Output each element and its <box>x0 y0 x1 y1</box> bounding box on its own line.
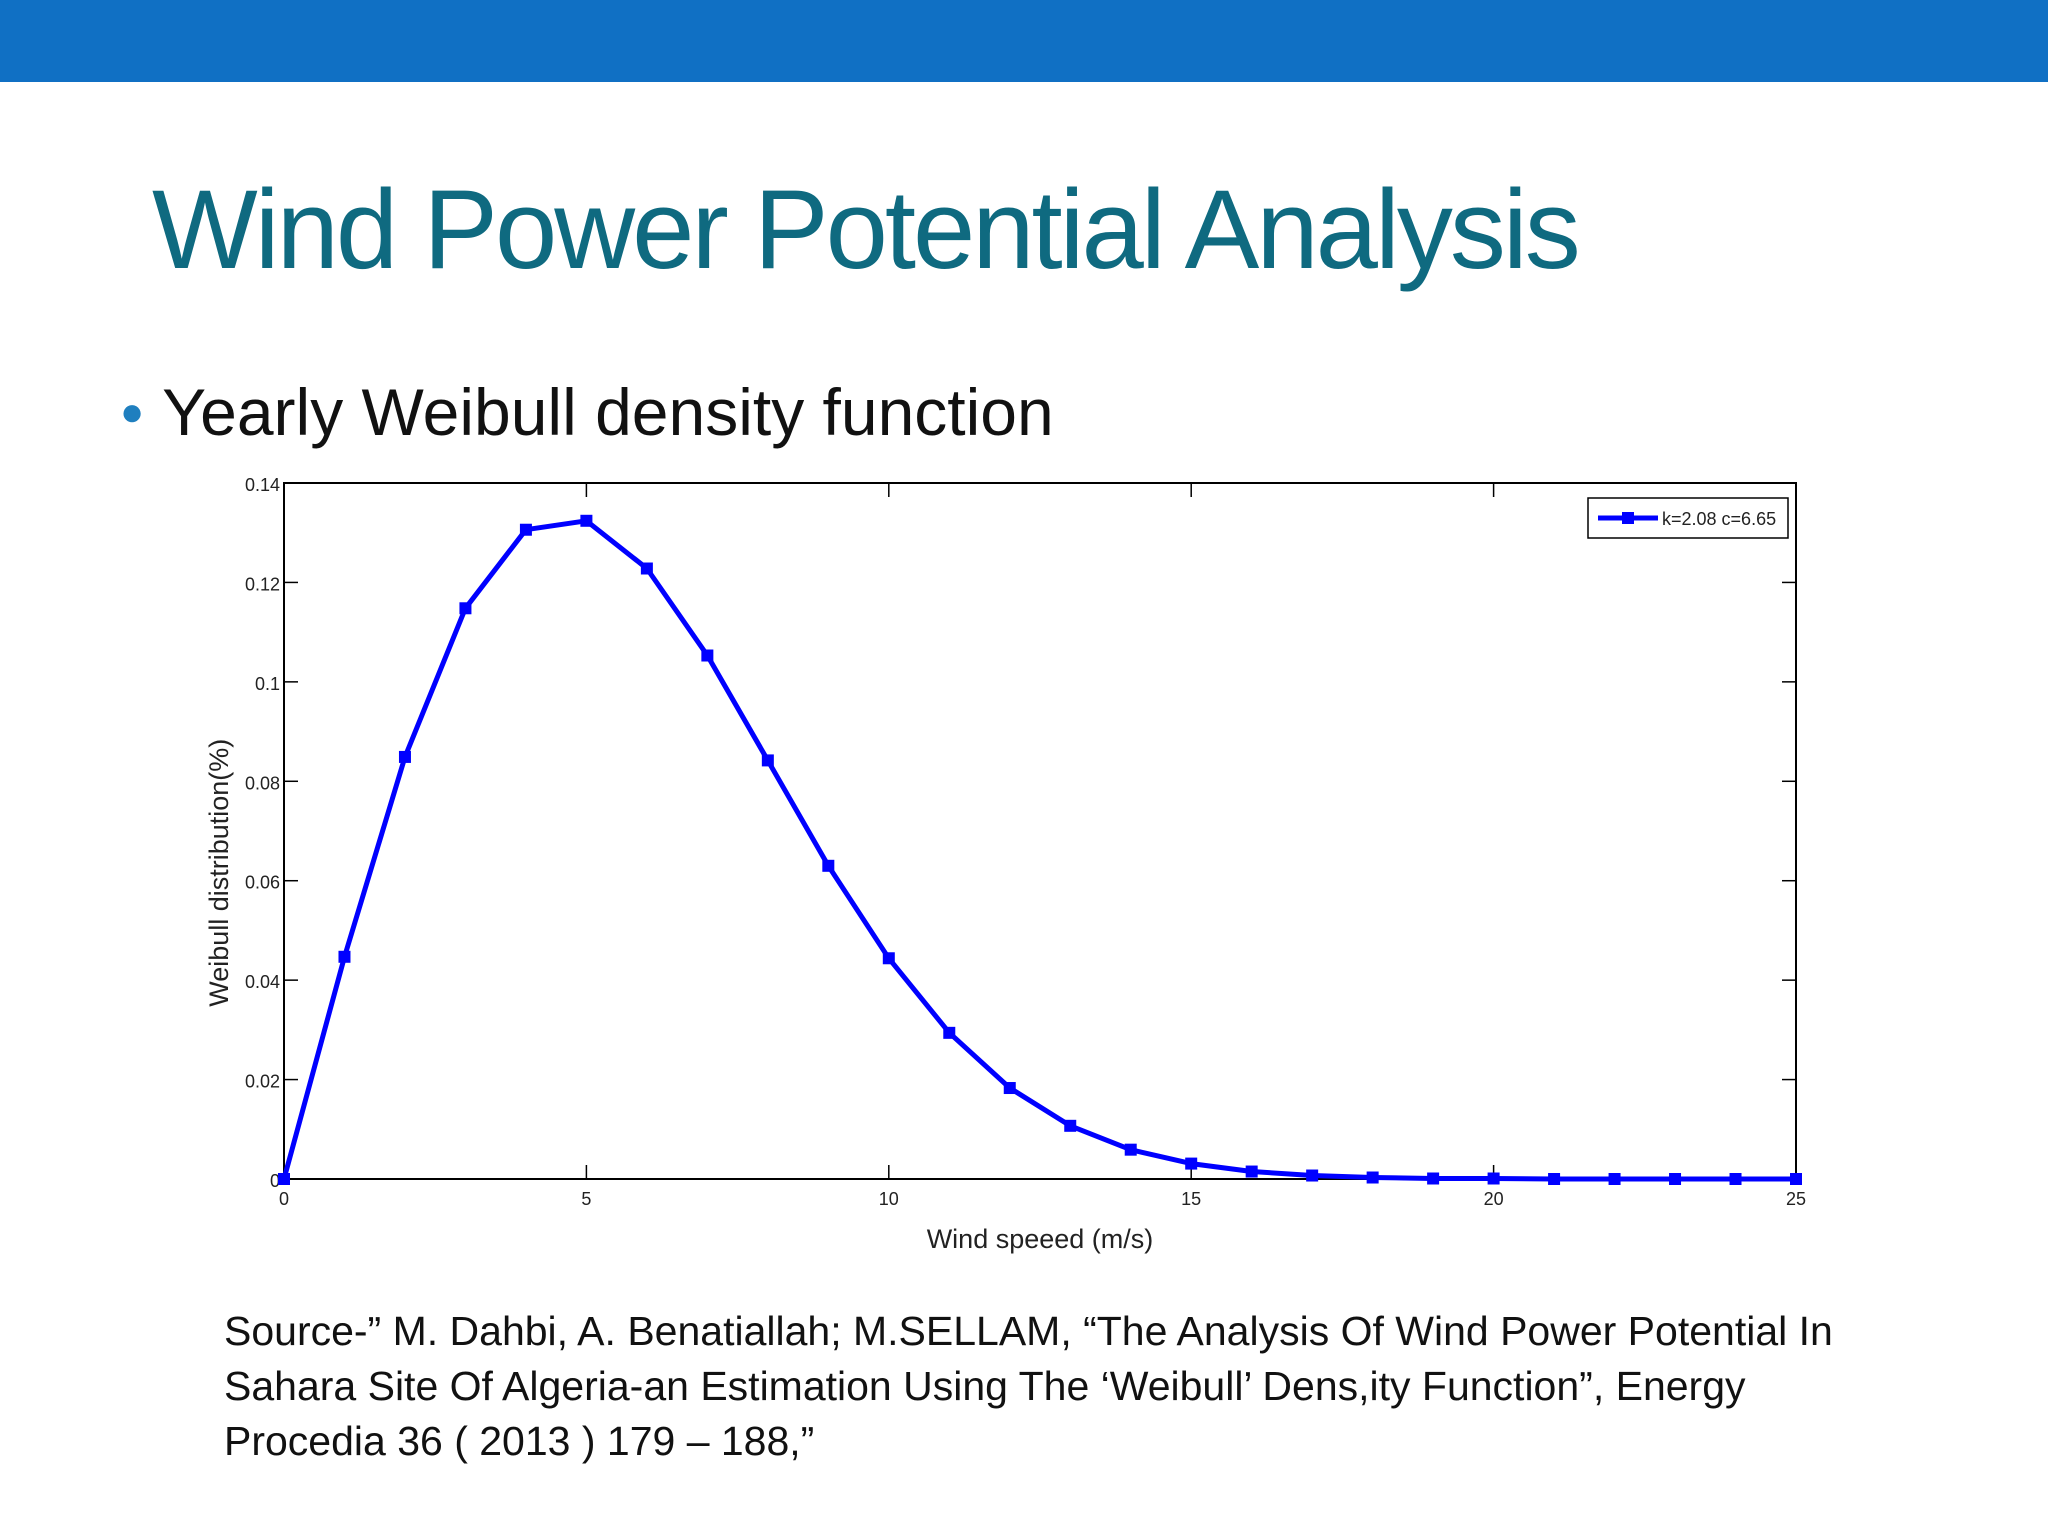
x-tick-label: 10 <box>879 1189 899 1209</box>
data-point <box>1003 1082 1016 1095</box>
y-tick-label: 0.12 <box>245 574 280 594</box>
y-tick-label: 0.1 <box>255 674 280 694</box>
y-tick-label: 0.04 <box>245 972 280 992</box>
data-point <box>1669 1173 1682 1185</box>
y-tick-label: 0.06 <box>245 873 280 893</box>
y-tick-label: 0.14 <box>245 475 280 495</box>
y-tick-label: 0.02 <box>245 1072 280 1092</box>
data-point <box>1427 1172 1440 1185</box>
data-point <box>1185 1157 1198 1170</box>
x-axis-label: Wind speeed (m/s) <box>927 1224 1154 1254</box>
y-tick-label: 0 <box>270 1171 280 1191</box>
data-point <box>1366 1171 1379 1184</box>
data-point <box>1064 1119 1077 1132</box>
data-point <box>398 750 411 763</box>
x-tick-label: 0 <box>279 1189 289 1209</box>
x-tick-label: 20 <box>1484 1189 1504 1209</box>
bullet-dot-icon: ● <box>120 389 145 434</box>
data-point <box>1306 1169 1319 1182</box>
axis-ticks: 0 0.02 0.04 0.06 0.08 0.1 0.12 0.14 0 5 10 15 20 25 <box>245 475 1806 1209</box>
bullet-item: ● Yearly Weibull density function <box>120 374 1054 450</box>
data-point <box>519 523 532 536</box>
source-citation: Source-” M. Dahbi, A. Benatiallah; M.SEL… <box>224 1308 1833 1464</box>
data-point <box>822 859 835 872</box>
data-point <box>943 1026 956 1039</box>
data-point <box>1548 1173 1561 1185</box>
data-point <box>459 602 472 615</box>
bullet-text: Yearly Weibull density function <box>162 375 1054 449</box>
x-tick-label: 15 <box>1181 1189 1201 1209</box>
data-point <box>338 950 351 963</box>
data-point <box>701 649 714 662</box>
y-axis-label: Weibull distribution(%) <box>204 739 234 1007</box>
series-line <box>281 518 1796 1182</box>
plot-area <box>283 482 1797 1180</box>
data-point <box>1729 1173 1742 1185</box>
series-layer <box>278 514 1802 1185</box>
chart-legend: k=2.08 c=6.65 <box>1587 497 1789 539</box>
top-accent-bar <box>0 0 2048 82</box>
slide-title: Wind Power Potential Analysis <box>152 167 1581 292</box>
data-point <box>640 562 653 575</box>
x-tick-label: 5 <box>581 1189 591 1209</box>
data-point <box>882 952 895 965</box>
data-point <box>1790 1173 1802 1185</box>
legend-label: k=2.08 c=6.65 <box>1662 509 1776 529</box>
weibull-chart: 0 0.02 0.04 0.06 0.08 0.1 0.12 0.14 0 5 10 15 20 25 W… <box>204 475 1806 1254</box>
data-point <box>1245 1165 1258 1178</box>
data-point <box>580 514 593 527</box>
legend-marker <box>1622 512 1634 524</box>
x-tick-label: 25 <box>1786 1189 1806 1209</box>
data-point <box>1124 1143 1137 1156</box>
data-point <box>278 1173 290 1185</box>
data-point <box>761 754 774 767</box>
data-point <box>1487 1172 1500 1185</box>
data-point <box>1608 1173 1621 1185</box>
y-tick-label: 0.08 <box>245 773 280 793</box>
